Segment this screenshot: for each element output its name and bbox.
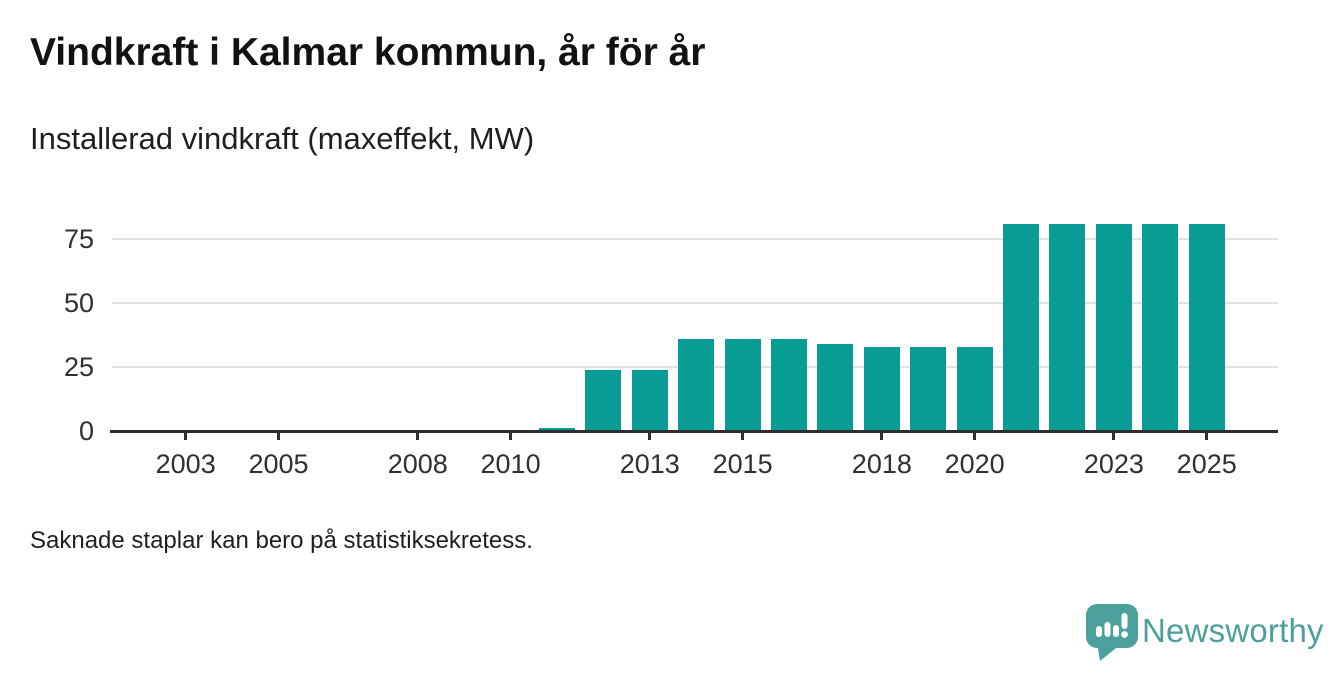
x-tick-2023 <box>1112 432 1116 440</box>
y-gridline-50 <box>112 302 1278 305</box>
x-tick-2020 <box>973 432 977 440</box>
bar-2017 <box>817 344 854 431</box>
bar-2020 <box>956 346 993 431</box>
bar-2018 <box>863 346 900 431</box>
x-axis-label-2008: 2008 <box>387 449 448 479</box>
x-tick-2010 <box>509 432 513 440</box>
bar-2014 <box>678 338 715 431</box>
bar-2023 <box>1095 223 1132 431</box>
y-axis-label-25: 25 <box>63 352 94 383</box>
x-axis-line <box>110 429 1278 433</box>
bar-2024 <box>1142 223 1179 431</box>
x-axis-label-2023: 2023 <box>1083 449 1144 479</box>
x-axis-label-2025: 2025 <box>1176 449 1237 479</box>
newsworthy-logo: Newsworthy <box>1086 604 1324 667</box>
x-axis-label-2005: 2005 <box>248 449 309 479</box>
x-axis-label-2010: 2010 <box>480 449 541 479</box>
chart-subtitle: Installerad vindkraft (maxeffekt, MW) <box>30 121 535 156</box>
newsworthy-logo-icon <box>1086 604 1138 667</box>
x-axis-label-2003: 2003 <box>155 449 216 479</box>
newsworthy-logo-text: Newsworthy <box>1142 612 1324 649</box>
x-axis-label-2015: 2015 <box>712 449 773 479</box>
bar-2025 <box>1188 223 1225 431</box>
x-tick-2025 <box>1205 432 1209 440</box>
y-axis-label-0: 0 <box>78 416 94 446</box>
chart-title: Vindkraft i Kalmar kommun, år för år <box>30 31 706 74</box>
x-axis-label-2018: 2018 <box>851 449 912 479</box>
x-tick-2008 <box>416 432 420 440</box>
bar-2015 <box>724 338 761 431</box>
x-tick-2018 <box>880 432 884 440</box>
chart-footnote: Saknade staplar kan bero på statistiksek… <box>30 527 533 554</box>
x-tick-2005 <box>277 432 281 440</box>
bar-2016 <box>771 338 808 431</box>
x-tick-2015 <box>741 432 745 440</box>
y-axis-label-75: 75 <box>63 224 94 255</box>
y-axis-label-50: 50 <box>63 288 94 319</box>
x-tick-2003 <box>184 432 188 440</box>
bar-2022 <box>1049 223 1086 431</box>
x-axis-label-2020: 2020 <box>944 449 1005 479</box>
y-gridline-75 <box>112 238 1278 241</box>
bar-2019 <box>910 346 947 431</box>
bar-2012 <box>585 369 622 431</box>
x-tick-2013 <box>648 432 652 440</box>
bar-2021 <box>1003 223 1040 431</box>
x-axis-label-2013: 2013 <box>619 449 680 479</box>
bar-2013 <box>631 369 668 431</box>
